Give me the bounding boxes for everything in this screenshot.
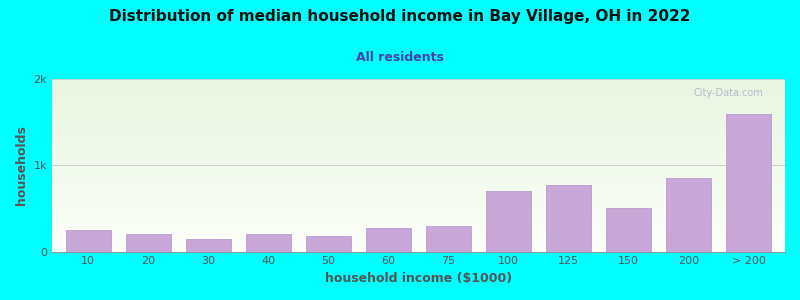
Text: City-Data.com: City-Data.com xyxy=(694,88,763,98)
X-axis label: household income ($1000): household income ($1000) xyxy=(325,272,512,285)
Text: All residents: All residents xyxy=(356,51,444,64)
Bar xyxy=(606,208,651,252)
Bar xyxy=(306,236,351,252)
Bar xyxy=(246,234,291,252)
Bar xyxy=(486,191,531,252)
Y-axis label: households: households xyxy=(15,125,28,205)
Text: Distribution of median household income in Bay Village, OH in 2022: Distribution of median household income … xyxy=(110,9,690,24)
Bar xyxy=(66,230,110,252)
Bar xyxy=(186,238,230,252)
Bar xyxy=(366,228,411,252)
Bar xyxy=(666,178,711,252)
Bar xyxy=(126,234,170,252)
Bar xyxy=(426,226,471,252)
Bar xyxy=(726,113,771,252)
Bar xyxy=(546,185,591,252)
